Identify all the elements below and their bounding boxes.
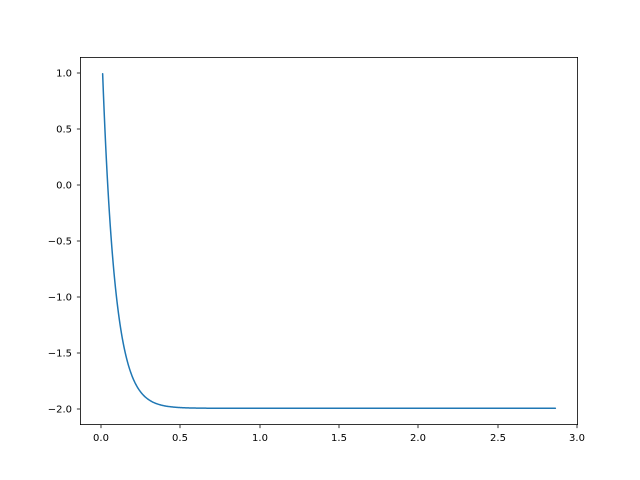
x-tick-label: 3.0 [569,433,585,444]
x-tick-label: 1.0 [252,433,268,444]
x-tick-label: 2.5 [490,433,506,444]
x-tick-label: 2.0 [410,433,426,444]
y-tick-label: 0.0 [56,181,72,192]
y-tick-label: −2.0 [48,405,72,416]
y-tick-label: −0.5 [48,237,72,248]
x-tick-label: 0.5 [172,433,188,444]
y-tick-label: 1.0 [56,69,72,80]
x-tick-marks [100,424,578,429]
y-tick-label: 0.5 [56,125,72,136]
x-tick-label: 0.0 [93,433,109,444]
x-tick-label: 1.5 [331,433,347,444]
y-tick-label: −1.0 [48,293,72,304]
y-tick-marks [76,72,81,410]
y-tick-labels: 1.0 0.5 0.0 −0.5 −1.0 −1.5 −2.0 [48,69,72,416]
x-tick-labels: 0.0 0.5 1.0 1.5 2.0 2.5 3.0 [93,433,585,444]
data-series-line [101,72,557,410]
y-tick-label: −1.5 [48,349,72,360]
